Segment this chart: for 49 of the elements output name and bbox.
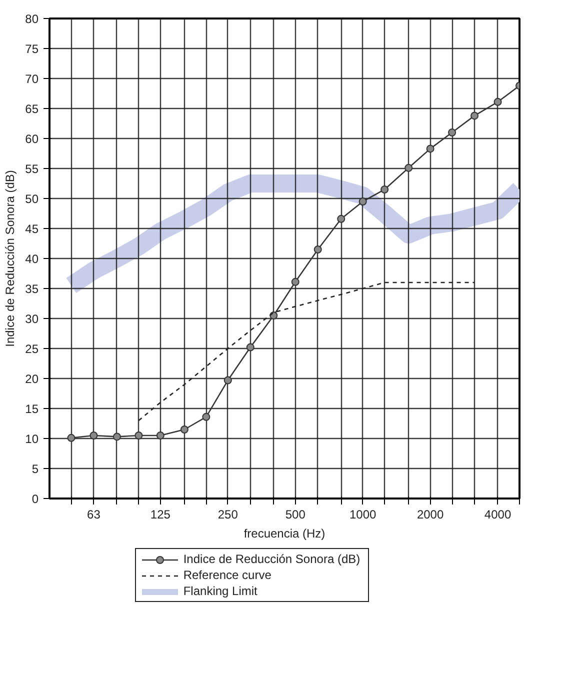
y-tick-label: 20 [25, 372, 39, 386]
y-tick-label: 40 [25, 252, 39, 266]
point [112, 432, 121, 441]
x-tick-label: 4000 [484, 508, 512, 522]
y-tick-label: 50 [25, 192, 39, 206]
point [291, 278, 300, 286]
point [426, 144, 434, 153]
point [337, 214, 346, 223]
y-tick-label: 80 [25, 12, 39, 26]
point [470, 112, 479, 120]
point [246, 343, 254, 352]
y-tick-label: 0 [32, 492, 39, 506]
point [448, 128, 456, 136]
point [67, 434, 76, 442]
y-axis-title: Indice de Reducción Sonora (dB) [3, 170, 18, 347]
x-tick-label: 125 [150, 508, 171, 522]
x-axis-title: frecuencia (Hz) [244, 526, 326, 540]
y-tick-label: 70 [25, 72, 39, 86]
point [404, 164, 413, 172]
x-tick-label: 250 [218, 508, 238, 522]
legend-label: Reference curve [183, 568, 272, 582]
y-tick-label: 60 [25, 132, 39, 146]
x-tick-label: 1000 [349, 508, 377, 522]
point [380, 186, 389, 194]
legend-label: Indice de Reducción Sonora (dB) [183, 552, 360, 566]
y-tick-label: 75 [25, 42, 39, 56]
point [314, 246, 322, 254]
y-tick-label: 30 [25, 312, 39, 326]
point [134, 432, 143, 440]
x-tick-label: 500 [285, 508, 306, 522]
y-tick-label: 15 [25, 402, 39, 416]
point [180, 426, 188, 434]
point [358, 198, 367, 206]
y-tick-label: 45 [25, 222, 39, 236]
point [90, 432, 98, 440]
x-tick-label: 63 [87, 508, 101, 522]
point [494, 98, 502, 106]
y-tick-label: 65 [25, 102, 39, 116]
y-tick-label: 55 [25, 162, 39, 176]
point [224, 376, 232, 384]
point [156, 432, 164, 440]
y-tick-label: 5 [32, 462, 39, 476]
y-tick-label: 10 [25, 432, 39, 446]
x-tick-label: 2000 [416, 508, 444, 522]
line-series [138, 282, 476, 422]
legend-label: Flanking Limit [183, 584, 258, 598]
y-tick-label: 35 [25, 282, 39, 296]
y-tick-label: 25 [25, 342, 39, 356]
point [202, 412, 210, 421]
